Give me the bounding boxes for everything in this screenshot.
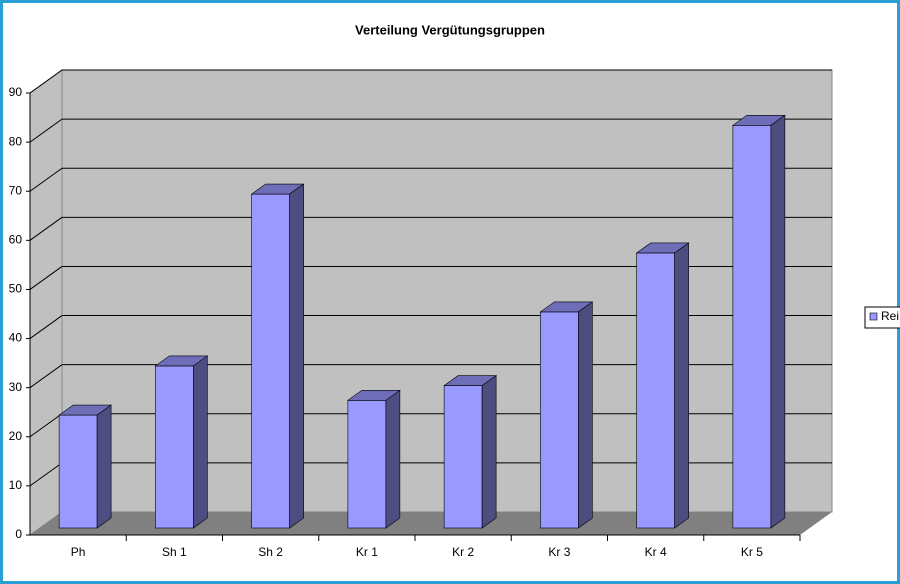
x-tick-label: Kr 1 xyxy=(356,545,378,559)
legend xyxy=(864,306,900,329)
grid-line xyxy=(29,462,63,487)
grid-line xyxy=(29,167,63,192)
y-tick-label: 20 xyxy=(9,429,23,443)
grid-line xyxy=(29,216,63,241)
grid-line xyxy=(29,69,63,94)
x-tick-label: Sh 2 xyxy=(258,545,283,559)
bar-side xyxy=(770,114,786,529)
bar xyxy=(347,400,387,529)
bar-side xyxy=(289,183,304,529)
y-tick-label: 60 xyxy=(9,233,23,247)
legend-label: Rei xyxy=(881,309,899,323)
y-tick-label: 80 xyxy=(9,134,23,148)
bar-side xyxy=(578,301,593,529)
x-tick-label: Kr 2 xyxy=(452,545,474,559)
x-tick-label: Kr 4 xyxy=(645,545,667,559)
bar xyxy=(636,252,675,529)
bar-side xyxy=(385,389,401,529)
legend-swatch xyxy=(869,312,878,321)
bar-side xyxy=(481,374,497,529)
grid-line xyxy=(29,413,63,438)
y-tick-label: 0 xyxy=(15,527,22,541)
side-wall xyxy=(29,69,63,536)
bar-side xyxy=(96,404,112,529)
y-tick-label: 90 xyxy=(9,85,23,99)
bar xyxy=(732,124,772,529)
x-tick-label: Sh 1 xyxy=(162,545,187,559)
grid-line xyxy=(29,364,63,389)
x-tick-label: Ph xyxy=(71,545,86,559)
bar xyxy=(540,311,579,529)
bar xyxy=(155,365,194,529)
bar-side xyxy=(674,242,689,529)
y-tick-label: 70 xyxy=(9,183,23,197)
chart-title: Verteilung Vergütungsgruppen xyxy=(355,22,545,37)
y-tick-label: 30 xyxy=(9,380,23,394)
floor xyxy=(30,512,832,535)
grid-line xyxy=(29,315,63,339)
x-tick-label: Kr 3 xyxy=(548,545,570,559)
bar xyxy=(251,193,290,529)
y-tick-label: 10 xyxy=(9,478,23,492)
y-tick-label: 40 xyxy=(9,331,23,345)
bar xyxy=(58,414,98,529)
bar-side xyxy=(193,355,208,529)
grid-line xyxy=(29,266,63,290)
x-tick-label: Kr 5 xyxy=(741,545,763,559)
bar xyxy=(443,385,483,529)
y-tick-label: 50 xyxy=(9,282,23,296)
grid-line xyxy=(29,118,63,143)
